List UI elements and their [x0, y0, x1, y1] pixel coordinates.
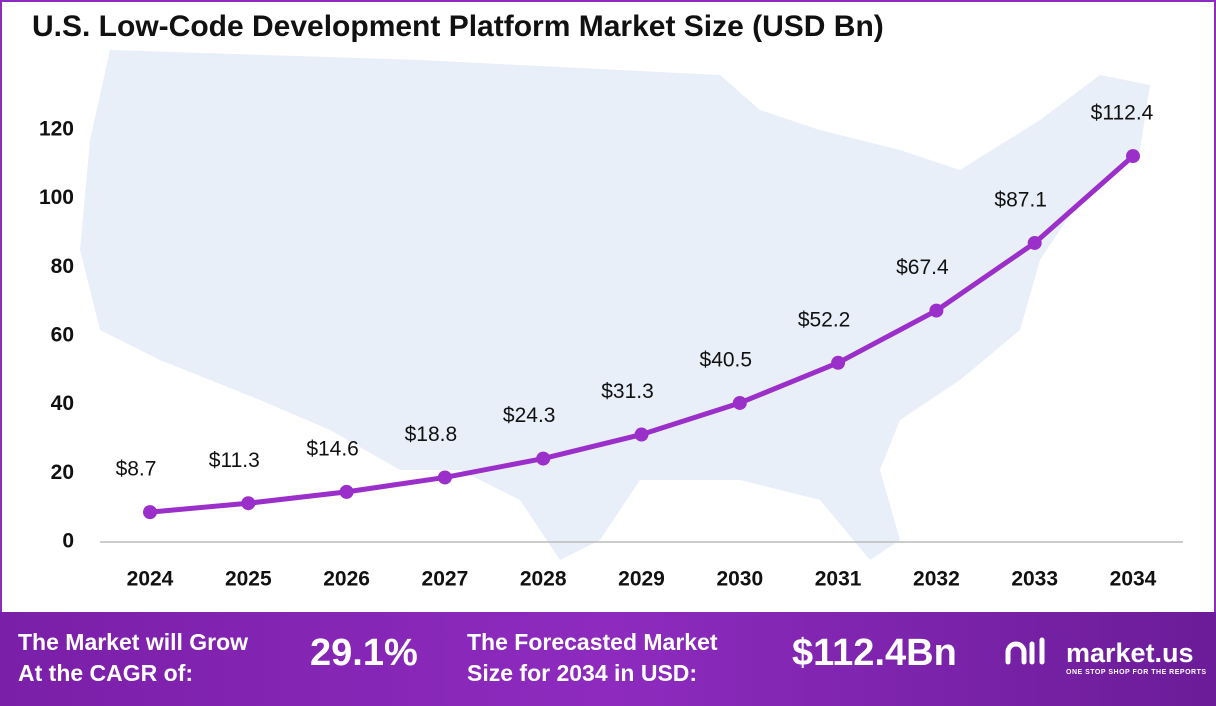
- y-tick-label: 120: [39, 118, 74, 141]
- y-tick-label: 80: [51, 255, 74, 278]
- point: [437, 470, 452, 485]
- chart-title: U.S. Low-Code Development Platform Marke…: [32, 10, 884, 43]
- x-tick-label: 2025: [225, 568, 272, 591]
- value-label: $14.6: [306, 437, 359, 460]
- value-label: $24.3: [503, 404, 556, 427]
- value-label: $8.7: [116, 458, 157, 481]
- value-label: $67.4: [896, 256, 949, 279]
- x-tick-label: 2031: [815, 568, 862, 591]
- value-label: $52.2: [798, 308, 851, 331]
- map-background: [80, 50, 1150, 560]
- point: [1126, 149, 1140, 164]
- brand-tagline: ONE STOP SHOP FOR THE REPORTS: [1066, 669, 1207, 676]
- x-tick-label: 2024: [127, 568, 174, 591]
- x-tick-label: 2028: [520, 568, 567, 591]
- point: [929, 303, 944, 318]
- point: [536, 451, 551, 466]
- y-tick-label: 40: [51, 392, 74, 415]
- value-label: $112.4: [1091, 102, 1154, 125]
- y-tick-label: 0: [62, 530, 74, 553]
- x-tick-label: 2033: [1011, 568, 1058, 591]
- footer-band: [0, 612, 1216, 706]
- value-label: $40.5: [700, 348, 753, 371]
- x-tick-label: 2027: [422, 568, 469, 591]
- cagr-label: At the CAGR of:: [18, 660, 194, 686]
- value-label: $18.8: [405, 423, 458, 446]
- cagr-value: 29.1%: [310, 632, 418, 674]
- x-tick-label: 2029: [618, 568, 665, 591]
- x-tick-label: 2032: [913, 568, 960, 591]
- x-tick-label: 2026: [323, 568, 370, 591]
- point: [634, 427, 649, 442]
- x-tick-label: 2034: [1110, 568, 1157, 591]
- point: [241, 496, 256, 511]
- forecast-value: $112.4Bn: [792, 632, 957, 674]
- value-label: $31.3: [601, 380, 654, 403]
- point: [831, 355, 846, 370]
- value-label: $87.1: [994, 189, 1047, 212]
- cagr-label: The Market will Grow: [18, 629, 249, 655]
- point: [143, 505, 157, 520]
- y-tick-label: 60: [51, 324, 74, 347]
- point: [339, 484, 354, 499]
- value-label: $11.3: [209, 449, 260, 472]
- y-tick-label: 20: [51, 461, 74, 484]
- point: [1027, 235, 1042, 250]
- forecast-label: Size for 2034 in USD:: [467, 660, 698, 686]
- point: [732, 395, 747, 410]
- brand-name: market.us: [1066, 638, 1194, 668]
- x-tick-label: 2030: [716, 568, 763, 591]
- y-tick-label: 100: [39, 186, 74, 209]
- brand-logo: [1005, 637, 1045, 665]
- forecast-label: The Forecasted Market: [467, 629, 718, 655]
